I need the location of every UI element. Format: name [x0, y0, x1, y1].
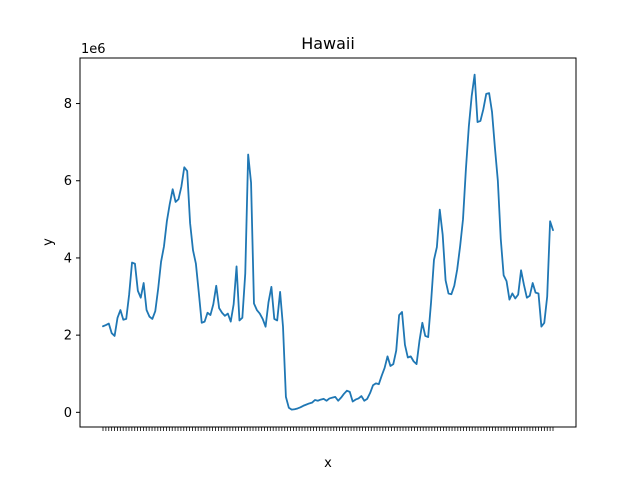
- y-axis-ticks: 0 2 4 6 8: [64, 97, 80, 421]
- y-axis-scale-label: 1e6: [81, 42, 106, 57]
- plot-area-frame: [79, 57, 577, 428]
- x-axis-label: x: [324, 456, 332, 471]
- series-layer: [102, 73, 554, 411]
- y-tick-label: 8: [64, 97, 72, 112]
- y-tick-label: 0: [64, 406, 72, 421]
- y-tick-label: 6: [64, 174, 72, 189]
- series-line-0: [102, 73, 554, 411]
- y-axis-label: y: [41, 238, 56, 246]
- y-tick-label: 2: [64, 329, 72, 344]
- x-axis-ticks: [102, 427, 554, 431]
- y-tick-label: 4: [64, 251, 72, 266]
- chart-title: Hawaii: [301, 34, 355, 53]
